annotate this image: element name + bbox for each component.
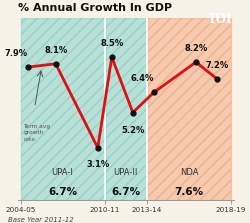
Text: NDA: NDA <box>180 168 198 177</box>
Bar <box>105 19 147 200</box>
Text: 7.9%: 7.9% <box>4 49 28 58</box>
Text: 7.6%: 7.6% <box>174 186 204 196</box>
Text: 8.1%: 8.1% <box>44 45 67 55</box>
Bar <box>147 19 231 200</box>
Text: Base Year 2011-12: Base Year 2011-12 <box>8 217 73 223</box>
Text: 6.7%: 6.7% <box>111 186 140 196</box>
Text: % Annual Growth In GDP: % Annual Growth In GDP <box>18 4 172 13</box>
Text: 6.4%: 6.4% <box>130 74 154 83</box>
Bar <box>20 19 105 200</box>
Text: UPA-II: UPA-II <box>114 168 138 177</box>
Text: 7.2%: 7.2% <box>206 61 229 70</box>
Text: UPA-I: UPA-I <box>52 168 74 177</box>
Text: 5.2%: 5.2% <box>121 126 144 135</box>
Text: 8.2%: 8.2% <box>184 44 208 53</box>
Text: 8.5%: 8.5% <box>100 39 124 48</box>
Text: 3.1%: 3.1% <box>86 160 110 169</box>
Text: Term avg
growth
rate: Term avg growth rate <box>24 124 50 142</box>
Text: 6.7%: 6.7% <box>48 186 77 196</box>
Text: TOI: TOI <box>208 13 233 26</box>
